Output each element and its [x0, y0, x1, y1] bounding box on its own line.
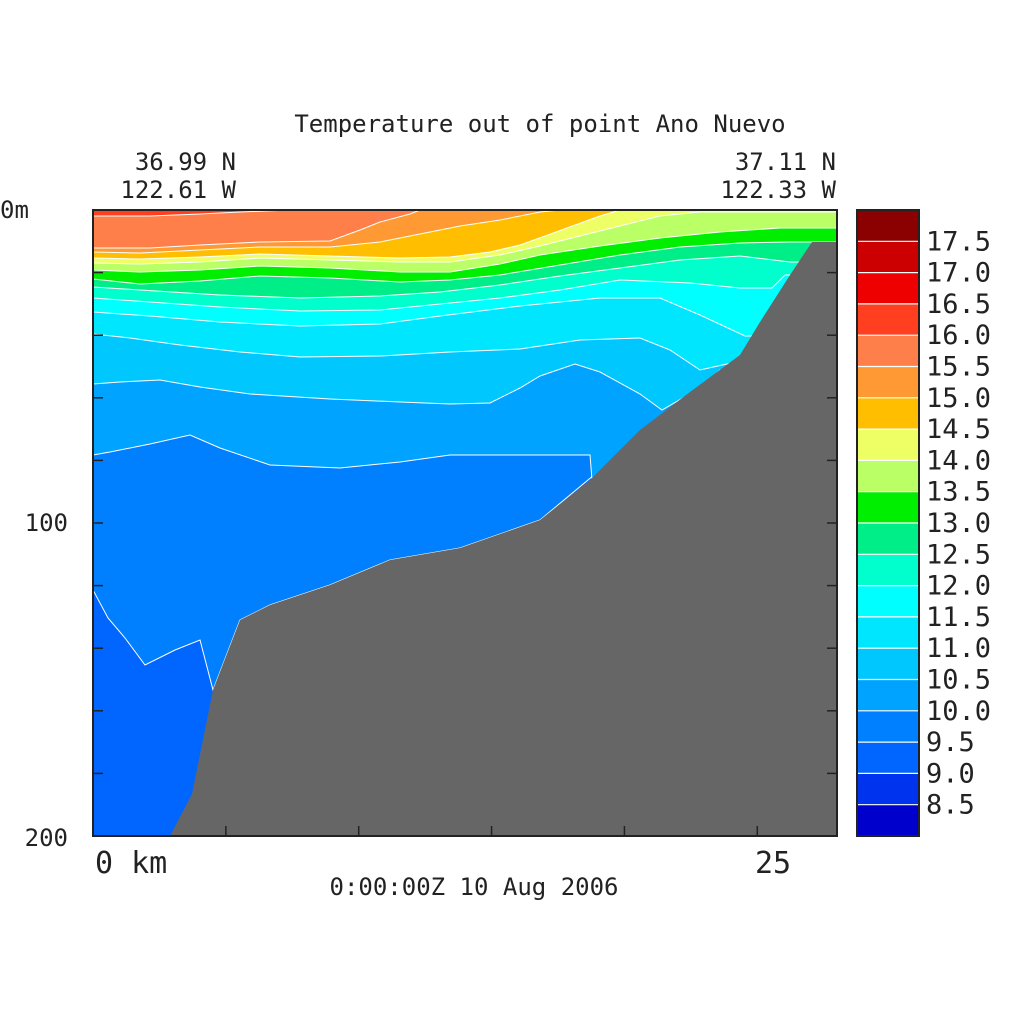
colorbar-label: 9.0 [926, 758, 975, 789]
colorbar-swatch [857, 710, 919, 743]
x-label-25: 25 [755, 846, 791, 881]
colorbar-swatch [857, 554, 919, 587]
colorbar-label: 8.5 [926, 790, 975, 821]
y-label-0m: 0m [0, 196, 29, 224]
colorbar-label: 14.0 [926, 445, 991, 476]
end-latitude: 37.11 N [735, 148, 836, 176]
start-latitude: 36.99 N [135, 148, 236, 176]
colorbar-label: 17.5 [926, 226, 991, 257]
plot-area [93, 210, 837, 836]
colorbar-swatch [857, 585, 919, 618]
colorbar-swatch [857, 679, 919, 712]
colorbar-label: 11.5 [926, 602, 991, 633]
colorbar-label: 16.0 [926, 320, 991, 351]
colorbar-swatch [857, 210, 919, 242]
colorbar-label: 9.5 [926, 727, 975, 758]
colorbar-label: 15.0 [926, 383, 991, 414]
colorbar-swatch [857, 648, 919, 681]
bathymetry [170, 242, 837, 836]
temp-band-15-5 [93, 210, 421, 249]
colorbar-swatch [857, 491, 919, 524]
colorbar-swatch [857, 397, 919, 430]
x-axis-ticks [225, 826, 759, 836]
colorbar-label: 12.5 [926, 539, 991, 570]
colorbar-label: 10.0 [926, 696, 991, 727]
colorbar-swatch [857, 523, 919, 555]
chart-title: Temperature out of point Ano Nuevo [294, 110, 785, 138]
colorbar-label: 11.0 [926, 633, 991, 664]
start-longitude: 122.61 W [120, 176, 236, 204]
colorbar-swatch [857, 460, 919, 493]
colorbar-swatch [857, 616, 919, 649]
x-label-0km: 0 km [95, 846, 167, 881]
colorbar-label: 13.0 [926, 508, 991, 539]
colorbar-label: 15.5 [926, 352, 991, 383]
y-axis-ticks [93, 271, 837, 775]
y-label-100: 100 [25, 509, 68, 537]
colorbar-label: 16.5 [926, 289, 991, 320]
colorbar-swatch [857, 241, 919, 274]
colorbar-swatch [857, 804, 919, 837]
timestamp: 0:00:00Z 10 Aug 2006 [330, 873, 619, 901]
colorbar-label: 10.5 [926, 665, 991, 696]
colorbar-label: 12.0 [926, 571, 991, 602]
colorbar-labels: 17.517.016.516.015.515.014.514.013.513.0… [926, 226, 991, 820]
colorbar-label: 13.5 [926, 477, 991, 508]
colorbar-swatch [857, 429, 919, 461]
colorbar-swatch [857, 303, 919, 336]
colorbar-frame [856, 209, 920, 837]
temp-band-16-0 [93, 210, 291, 217]
colorbar-swatch [857, 742, 919, 774]
y-label-200: 200 [25, 824, 68, 852]
colorbar [856, 209, 920, 837]
colorbar-swatch [857, 366, 919, 399]
end-longitude: 122.33 W [720, 176, 836, 204]
colorbar-label: 17.0 [926, 258, 991, 289]
colorbar-label: 14.5 [926, 414, 991, 445]
colorbar-swatch [857, 272, 919, 305]
colorbar-swatch [857, 335, 919, 368]
colorbar-swatch [857, 773, 919, 806]
